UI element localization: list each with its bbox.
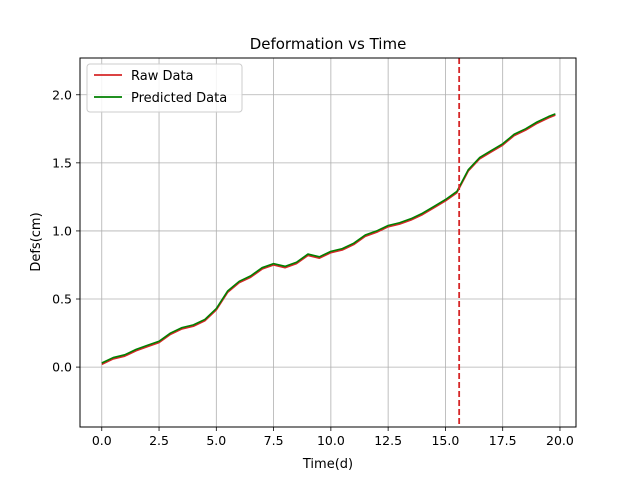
x-tick-label: 5.0 — [206, 433, 226, 448]
y-tick-label: 1.5 — [52, 155, 72, 170]
series-line-predicted-data — [101, 113, 556, 364]
y-tick-label: 0.0 — [52, 360, 72, 375]
legend-box — [86, 63, 243, 113]
grid — [80, 58, 576, 427]
x-tick-label: 0.0 — [92, 433, 112, 448]
x-axis-label: Time(d) — [302, 457, 353, 472]
y-tick-label: 1.0 — [52, 223, 72, 238]
legend-label-raw-data: Raw Data — [131, 69, 194, 84]
x-tick-label: 7.5 — [264, 433, 284, 448]
y-tick-label: 0.5 — [52, 292, 72, 307]
chart-title: Deformation vs Time — [250, 35, 407, 53]
legend: Raw Data Predicted Data — [86, 63, 243, 113]
axis-ticks: 0.0 2.5 5.0 7.5 10.0 12.5 15.0 17.5 20.0 0.0 0.5 1.… — [52, 87, 574, 448]
series-lines — [101, 113, 556, 366]
plot-background — [80, 58, 576, 427]
y-axis-label: Defs(cm) — [29, 212, 44, 271]
x-tick-label: 2.5 — [149, 433, 169, 448]
y-tick-label: 2.0 — [52, 87, 72, 102]
x-tick-label: 20.0 — [546, 433, 574, 448]
plot-frame — [79, 57, 577, 428]
x-tick-label: 12.5 — [374, 433, 402, 448]
x-tick-label: 17.5 — [489, 433, 517, 448]
x-tick-label: 15.0 — [431, 433, 459, 448]
legend-label-predicted-data: Predicted Data — [131, 91, 227, 106]
x-tick-label: 10.0 — [317, 433, 345, 448]
series-line-raw-data — [101, 114, 556, 366]
